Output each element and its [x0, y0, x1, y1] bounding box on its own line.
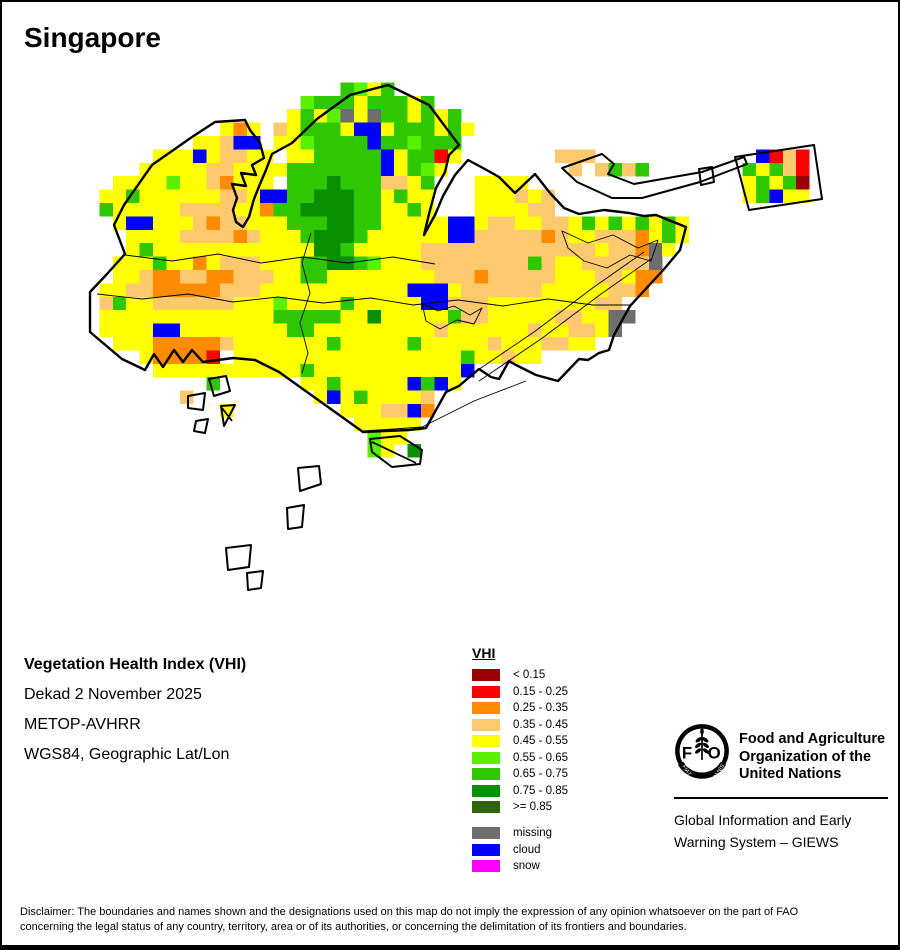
legend-label: >= 0.85 — [513, 801, 553, 813]
svg-text:O: O — [708, 743, 721, 762]
legend-swatch — [472, 784, 500, 797]
giews-name: Global Information and Early Warning Sys… — [674, 811, 852, 850]
fao-divider — [674, 796, 888, 799]
legend-item: 0.25 - 0.35 — [472, 702, 568, 714]
fao-logo-icon: F O FIAT PANIS — [675, 724, 729, 780]
legend-item: < 0.15 — [472, 669, 568, 681]
legend-swatch — [472, 685, 500, 698]
disclaimer: Disclaimer: The boundaries and names sho… — [20, 905, 890, 935]
map-info-block: Vegetation Health Index (VHI) Dekad 2 No… — [24, 650, 246, 770]
legend-swatch — [472, 669, 500, 681]
legend-label: 0.35 - 0.45 — [513, 718, 568, 731]
legend-label: snow — [513, 860, 540, 872]
legend-label: 0.55 - 0.65 — [513, 751, 568, 764]
page-title: Singapore — [24, 22, 161, 53]
legend-item: 0.15 - 0.25 — [472, 685, 568, 698]
vhi-map — [88, 82, 823, 591]
legend-title: VHI — [472, 645, 496, 661]
legend-swatch — [472, 718, 500, 731]
fao-block: F O FIAT PANIS Food and Agriculture Orga… — [674, 722, 888, 853]
legend-label: 0.25 - 0.35 — [513, 702, 568, 714]
legend-label: 0.15 - 0.25 — [513, 685, 568, 698]
legend-item: 0.75 - 0.85 — [472, 784, 568, 797]
legend-swatch — [472, 860, 500, 872]
legend-label: cloud — [513, 843, 541, 856]
vhi-legend: VHI < 0.15 0.15 - 0.25 0.25 - 0.35 0.35 - 0… — [472, 645, 568, 877]
legend-item: missing — [472, 827, 568, 839]
legend-label: missing — [513, 827, 552, 839]
legend-item: 0.45 - 0.55 — [472, 735, 568, 747]
svg-text:F: F — [682, 743, 692, 762]
disclaimer-line-1: Disclaimer: The boundaries and names sho… — [20, 906, 799, 918]
legend-item: 0.65 - 0.75 — [472, 768, 568, 780]
fao-org-name: Food and Agriculture Organization of the… — [739, 731, 886, 782]
legend-swatch — [472, 801, 500, 813]
legend-items: < 0.15 0.15 - 0.25 0.25 - 0.35 0.35 - 0.45 0… — [472, 669, 568, 813]
legend-label: 0.45 - 0.55 — [513, 735, 568, 747]
legend-swatch — [472, 768, 500, 780]
disclaimer-line-2: concerning the legal status of any count… — [20, 921, 687, 933]
legend-item: >= 0.85 — [472, 801, 568, 813]
legend-swatch — [472, 827, 500, 839]
info-projection: WGS84, Geographic Lat/Lon — [24, 746, 230, 763]
legend-label: < 0.15 — [513, 669, 546, 681]
legend-item: snow — [472, 860, 568, 872]
legend-item: 0.35 - 0.45 — [472, 718, 568, 731]
legend-label: 0.65 - 0.75 — [513, 768, 568, 780]
legend-item: 0.55 - 0.65 — [472, 751, 568, 764]
info-sensor: METOP-AVHRR — [24, 716, 141, 733]
legend-label: 0.75 - 0.85 — [513, 784, 568, 797]
info-dekad: Dekad 2 November 2025 — [24, 686, 202, 703]
legend-swatch — [472, 735, 500, 747]
info-index-name: Vegetation Health Index (VHI) — [24, 656, 247, 673]
legend-swatch — [472, 702, 500, 714]
legend-swatch — [472, 843, 500, 856]
svg-text:FIAT: FIAT — [680, 764, 692, 778]
legend-swatch — [472, 751, 500, 764]
legend-extras: missing cloud snow — [472, 827, 568, 872]
legend-item: cloud — [472, 843, 568, 856]
